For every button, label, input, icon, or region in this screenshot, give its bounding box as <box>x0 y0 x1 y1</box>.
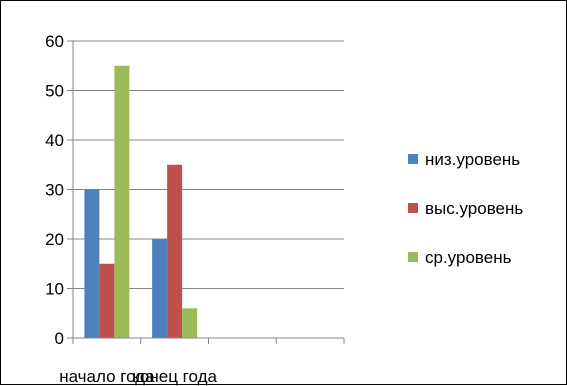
bar <box>114 65 130 338</box>
legend-swatch <box>408 203 418 213</box>
y-tick-label: 10 <box>45 280 64 299</box>
y-tick-label: 40 <box>45 131 64 150</box>
axes <box>67 40 345 344</box>
legend: низ.уровень выс.уровень ср.уровень <box>408 150 523 267</box>
bar <box>167 164 183 338</box>
legend-label: низ.уровень <box>425 150 520 169</box>
bars <box>84 65 198 338</box>
legend-swatch <box>408 252 418 262</box>
bar <box>84 189 100 338</box>
legend-swatch <box>408 154 418 164</box>
y-tick-label: 20 <box>45 230 64 249</box>
bar <box>152 239 168 338</box>
y-tick-labels: 0 10 20 30 40 50 60 <box>45 32 64 348</box>
x-tick-label: начало года <box>59 367 155 386</box>
gridlines <box>73 40 344 289</box>
y-tick-label: 0 <box>55 329 64 348</box>
x-tick-label: конец года <box>132 367 217 386</box>
y-tick-label: 30 <box>45 181 64 200</box>
y-tick-label: 60 <box>45 32 64 51</box>
bar <box>182 308 198 338</box>
legend-label: выс.уровень <box>425 199 523 218</box>
legend-label: ср.уровень <box>425 248 512 267</box>
bar <box>99 263 115 338</box>
y-tick-label: 50 <box>45 82 64 101</box>
